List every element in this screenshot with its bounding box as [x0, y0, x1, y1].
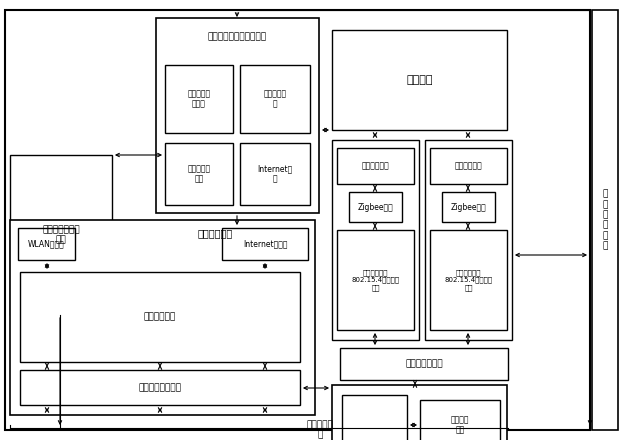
- Bar: [20, 370, 300, 405]
- Bar: [337, 148, 414, 184]
- Bar: [156, 18, 319, 213]
- Bar: [592, 10, 618, 430]
- Text: 协议转换模块: 协议转换模块: [197, 228, 232, 238]
- Bar: [165, 143, 233, 205]
- Bar: [425, 140, 512, 340]
- Bar: [337, 230, 414, 330]
- Text: 以太网控制
器: 以太网控制 器: [264, 89, 287, 109]
- Bar: [332, 385, 507, 440]
- Bar: [10, 155, 112, 315]
- Text: 存储模块: 存储模块: [406, 75, 433, 85]
- Bar: [18, 228, 75, 260]
- Bar: [430, 148, 507, 184]
- Bar: [10, 220, 315, 415]
- Text: Internet协议栈: Internet协议栈: [243, 239, 287, 249]
- Text: 通信系统时钟: 通信系统时钟: [455, 161, 482, 171]
- Text: 无线局域网
控制器: 无线局域网 控制器: [188, 89, 211, 109]
- Bar: [442, 192, 495, 222]
- Text: 高频全向天线
802.15.4无线通信
模块: 高频全向天线 802.15.4无线通信 模块: [444, 269, 493, 291]
- Text: 控制系统
时钟: 控制系统 时钟: [451, 415, 469, 435]
- Text: Zigbee协频: Zigbee协频: [450, 202, 487, 212]
- Text: 外部网络控制与接入设备: 外部网络控制与接入设备: [208, 32, 267, 41]
- Bar: [349, 192, 402, 222]
- Bar: [342, 395, 407, 440]
- Text: 编程与调试模块: 编程与调试模块: [405, 359, 443, 368]
- Text: Internet接
口: Internet接 口: [257, 164, 293, 183]
- Text: 通信系统时钟: 通信系统时钟: [361, 161, 389, 171]
- Text: 基础服务与管理
模块: 基础服务与管理 模块: [42, 225, 80, 245]
- Text: 无线传感网协议栈: 无线传感网协议栈: [138, 383, 181, 392]
- Bar: [430, 230, 507, 330]
- Bar: [240, 65, 310, 133]
- Text: 能
量
供
应
模
块: 能 量 供 应 模 块: [602, 190, 607, 250]
- Bar: [332, 140, 419, 340]
- Bar: [332, 30, 507, 130]
- Text: WLAN协议栈: WLAN协议栈: [28, 239, 65, 249]
- Bar: [240, 143, 310, 205]
- Text: 协议数据交
互: 协议数据交 互: [307, 420, 333, 440]
- Text: 协议转换装置: 协议转换装置: [144, 312, 176, 322]
- Bar: [20, 272, 300, 362]
- Bar: [165, 65, 233, 133]
- Text: 高频全向天线
802.15.4无线通信
模块: 高频全向天线 802.15.4无线通信 模块: [351, 269, 399, 291]
- Bar: [420, 400, 500, 440]
- Bar: [340, 348, 508, 380]
- Bar: [222, 228, 308, 260]
- Text: Zigbee协频: Zigbee协频: [358, 202, 393, 212]
- Text: 无线局域网
接口: 无线局域网 接口: [188, 164, 211, 183]
